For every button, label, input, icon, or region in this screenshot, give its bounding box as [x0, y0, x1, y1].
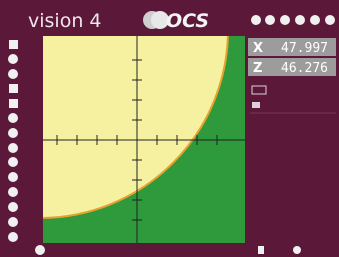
- logo-text: OCS: [166, 10, 209, 32]
- axis-value: 46.276: [281, 61, 328, 76]
- app-title: vision 4: [28, 10, 102, 32]
- logo: OCS: [143, 10, 209, 32]
- axis-label: Z: [253, 61, 262, 76]
- readout-x: X 47.997: [248, 38, 336, 56]
- screen: vision 4 OCS X 47.997: [0, 0, 339, 257]
- axis-label: X: [253, 41, 263, 56]
- axis-value: 47.997: [281, 41, 328, 56]
- readout-z: Z 46.276: [248, 58, 336, 76]
